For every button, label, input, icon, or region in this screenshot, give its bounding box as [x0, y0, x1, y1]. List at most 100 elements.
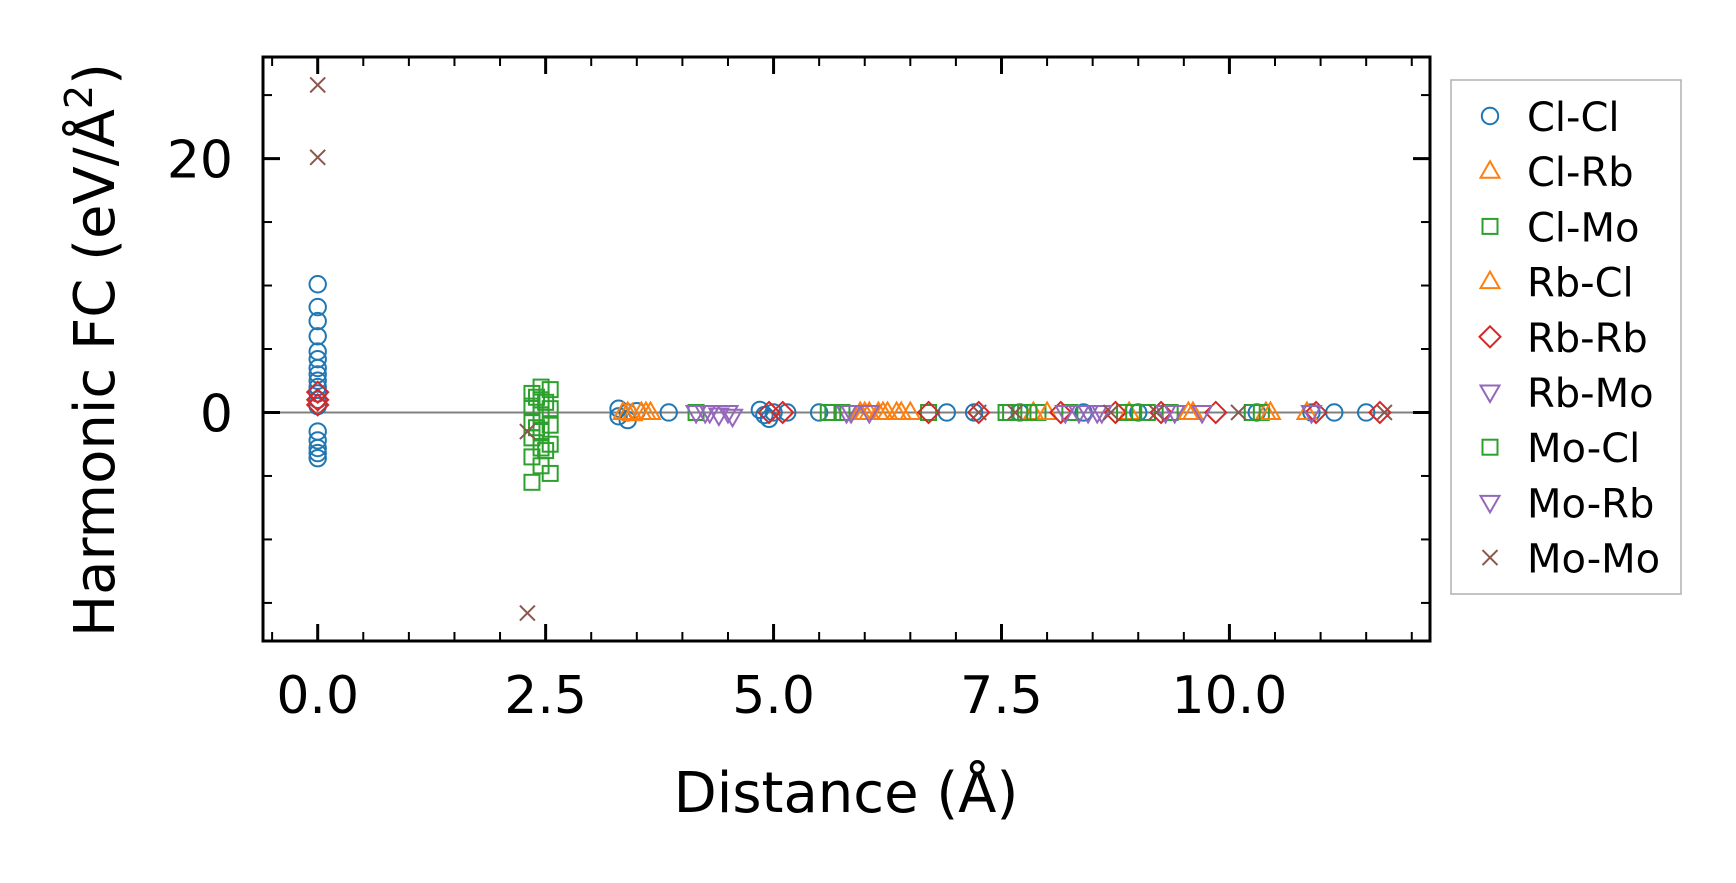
plot-frame — [261, 55, 1432, 643]
data-point-mo-mo — [1006, 404, 1024, 421]
data-point-mo-cl — [537, 442, 555, 460]
data-point-cl-cl — [308, 448, 327, 468]
y-axis-label-sup: 2 — [57, 85, 101, 109]
data-point-mo-rb — [839, 404, 863, 425]
data-point-cl-mo — [541, 400, 559, 418]
data-point-rb-cl — [616, 400, 639, 420]
data-point-cl-rb — [1295, 400, 1319, 420]
x-tick-label: 10.0 — [1172, 666, 1288, 726]
data-point-cl-mo — [541, 416, 559, 434]
legend-item-cl-rb: Cl-Rb — [1478, 150, 1634, 196]
legend-item-mo-cl: Mo-Cl — [1481, 426, 1640, 472]
x-tick-label: 5.0 — [732, 666, 815, 726]
y-tick-label: 0 — [200, 384, 233, 444]
data-point-mo-cl — [824, 403, 842, 421]
data-point-cl-mo — [532, 423, 550, 441]
data-point-cl-cl — [308, 349, 327, 369]
legend-marker — [1478, 324, 1502, 349]
series-mo-cl — [528, 388, 1261, 460]
data-point-mo-cl — [528, 388, 546, 406]
data-point-rb-mo — [1054, 404, 1077, 425]
legend-marker — [1480, 106, 1500, 126]
series-mo-rb — [698, 404, 1186, 425]
legend-marker — [1481, 549, 1499, 566]
series-rb-rb — [305, 380, 1392, 425]
x-tick-label: 7.5 — [960, 666, 1043, 726]
data-point-rb-cl — [871, 400, 895, 420]
data-point-mo-mo — [519, 423, 536, 440]
data-point-rb-mo — [721, 408, 744, 429]
legend-label: Cl-Cl — [1527, 95, 1620, 141]
data-point-rb-cl — [889, 400, 913, 420]
legend-item-mo-rb: Mo-Rb — [1478, 481, 1654, 527]
data-point-cl-mo — [523, 473, 541, 491]
y-axis-label-close: ) — [63, 63, 128, 85]
data-point-mo-mo — [1230, 404, 1247, 421]
data-point-rb-mo — [858, 404, 881, 425]
legend-item-cl-mo: Cl-Mo — [1481, 205, 1639, 251]
data-point-cl-cl — [308, 431, 327, 450]
data-point-cl-mo — [1116, 403, 1134, 421]
legend-label: Mo-Rb — [1527, 481, 1654, 527]
x-tick-label: 0.0 — [276, 666, 359, 726]
y-axis-label: Harmonic FC (eV/Å2) — [57, 63, 128, 637]
y-tick-label: 20 — [167, 131, 233, 191]
legend-marker — [1481, 217, 1499, 235]
data-point-cl-cl — [809, 403, 829, 422]
data-point-rb-cl — [1259, 400, 1282, 420]
legend-item-cl-cl: Cl-Cl — [1480, 95, 1620, 141]
series-mo-mo — [309, 76, 1393, 622]
legend-item-rb-cl: Rb-Cl — [1478, 261, 1634, 307]
legend-marker — [1481, 438, 1499, 456]
x-tick-label: 2.5 — [504, 666, 587, 726]
y-axis-label-main: Harmonic FC (eV/Å — [62, 109, 128, 637]
legend-label: Rb-Cl — [1527, 261, 1634, 307]
data-point-cl-cl — [609, 407, 628, 426]
legend-marker — [1478, 494, 1502, 515]
data-point-mo-cl — [1002, 403, 1020, 421]
data-point-cl-cl — [308, 390, 327, 409]
data-point-rb-rb — [1048, 400, 1073, 425]
data-point-cl-mo — [920, 403, 938, 421]
data-point-cl-mo — [541, 464, 559, 482]
data-point-mo-cl — [1125, 403, 1143, 421]
data-point-cl-cl — [659, 403, 678, 422]
data-point-cl-cl — [308, 275, 327, 294]
data-point-mo-mo — [1376, 404, 1393, 421]
data-point-cl-mo — [532, 439, 550, 457]
data-point-rb-rb — [916, 400, 941, 425]
legend: Cl-Cl Cl-Rb Cl-Mo Rb-Cl Rb-Rb Rb-Mo Mo-Cl Mo-Rb… — [1450, 79, 1682, 595]
data-point-cl-mo — [1011, 403, 1029, 421]
legend-marker — [1478, 384, 1502, 405]
series-cl-mo — [523, 378, 1270, 491]
legend-label: Mo-Cl — [1527, 426, 1640, 472]
legend-label: Rb-Rb — [1527, 316, 1648, 362]
data-point-cl-cl — [964, 403, 984, 422]
data-point-cl-cl — [308, 311, 327, 331]
data-point-mo-mo — [309, 76, 326, 94]
legend-item-rb-rb: Rb-Rb — [1478, 316, 1648, 362]
data-point-cl-cl — [1356, 403, 1376, 422]
data-point-mo-mo — [970, 404, 987, 421]
data-point-cl-cl — [764, 403, 783, 422]
data-point-rb-rb — [305, 392, 330, 417]
data-point-mo-cl — [1020, 403, 1038, 421]
legend-label: Cl-Rb — [1527, 150, 1634, 196]
legend-marker — [1478, 159, 1502, 179]
data-point-cl-mo — [1138, 403, 1156, 421]
data-point-rb-rb — [1304, 400, 1328, 425]
data-point-rb-cl — [1181, 400, 1205, 420]
data-point-rb-rb — [966, 400, 991, 425]
x-axis-label: Distance (Å) — [674, 760, 1019, 826]
legend-label: Mo-Mo — [1527, 537, 1660, 583]
data-point-cl-mo — [523, 397, 541, 415]
data-point-mo-mo — [1102, 404, 1120, 421]
data-point-mo-mo — [519, 604, 536, 622]
legend-label: Cl-Mo — [1527, 205, 1639, 251]
data-point-rb-mo — [1300, 404, 1323, 425]
data-point-mo-mo — [309, 149, 326, 166]
data-point-cl-mo — [523, 448, 541, 466]
data-point-mo-mo — [1148, 404, 1165, 421]
data-point-cl-mo — [523, 384, 541, 402]
legend-item-mo-mo: Mo-Mo — [1481, 537, 1660, 583]
